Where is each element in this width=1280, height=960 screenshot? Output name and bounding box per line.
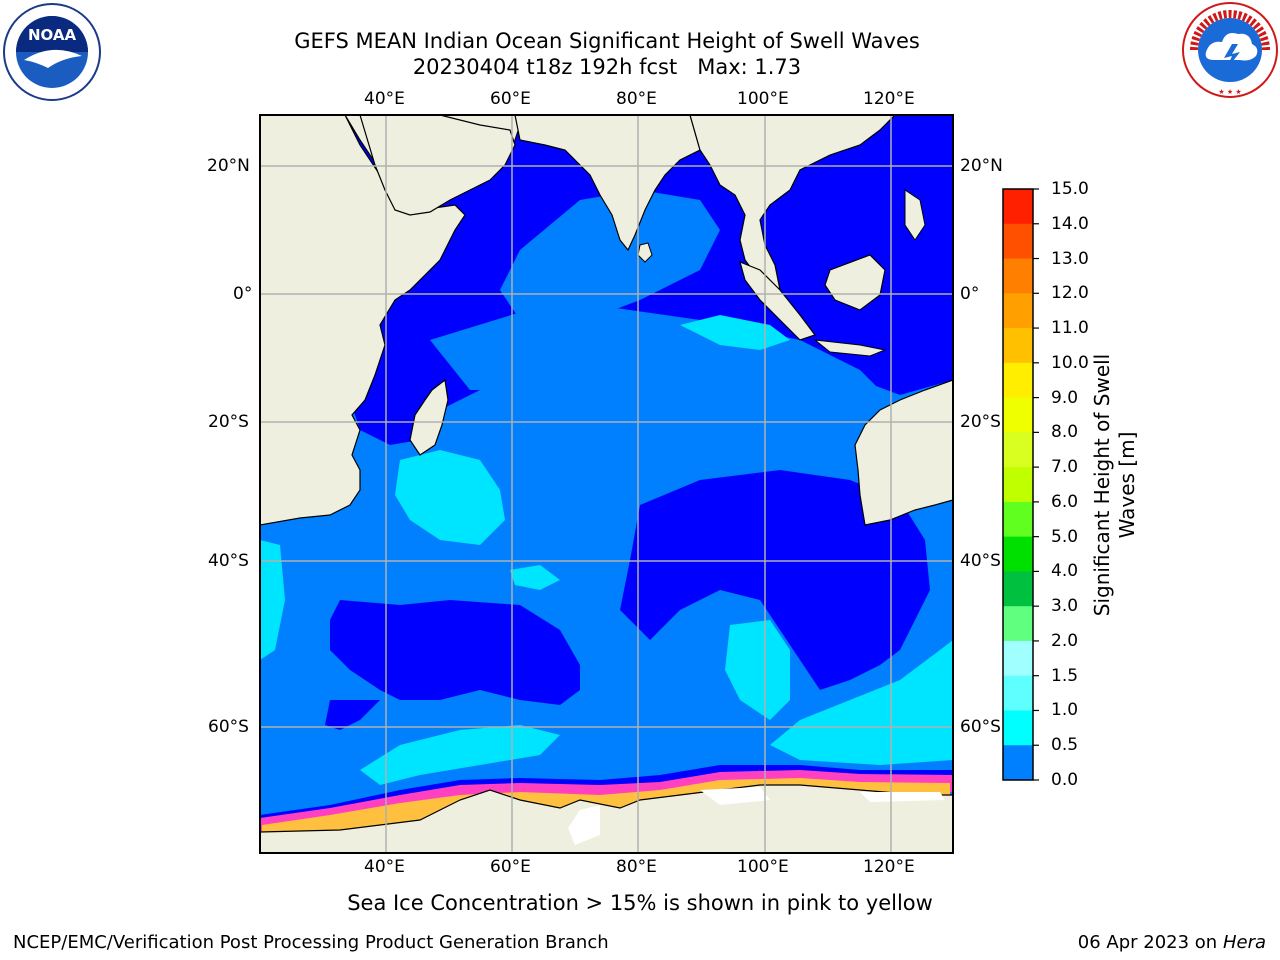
lat-label-right-20s: 20°S: [960, 412, 1001, 432]
colorbar-tick-label: 5.0: [1051, 526, 1079, 547]
lat-label-right-40s: 40°S: [960, 551, 1001, 571]
swell-zone-mid-arabian: [500, 190, 720, 330]
swell-zone-high-southeast: [770, 640, 953, 765]
colorbar-segment: [1003, 189, 1033, 225]
lat-label-left-60s: 60°S: [208, 717, 249, 737]
colorbar-tick-label: 6.0: [1051, 491, 1079, 512]
colorbar-segment: [1003, 675, 1033, 711]
colorbar-tick-label: 10.0: [1051, 352, 1089, 373]
sea-ice-note: Sea Ice Concentration > 15% is shown in …: [347, 891, 933, 915]
lon-label-bottom-60e: 60°E: [490, 857, 531, 877]
colorbar-segment: [1003, 293, 1033, 329]
colorbar-tick-label: 0.5: [1051, 735, 1079, 756]
colorbar-tick-label: 11.0: [1051, 318, 1089, 339]
lat-label-left-0: 0°: [233, 284, 253, 304]
swell-zone-high-southwest: [360, 725, 560, 785]
lon-label-top-40e: 40°E: [364, 89, 405, 109]
colorbar-tick-label: 14.0: [1051, 213, 1089, 234]
swell-zone-mid-equator: [430, 300, 880, 410]
colorbar-segment: [1003, 536, 1033, 572]
colorbar-tick-label: 8.0: [1051, 422, 1079, 443]
lon-label-bottom-40e: 40°E: [364, 857, 405, 877]
lat-label-left-40s: 40°S: [208, 551, 249, 571]
colorbar-tick-label: 12.0: [1051, 283, 1089, 304]
lat-label-right-0: 0°: [960, 284, 980, 304]
colorbar-tick-label: 4.0: [1051, 561, 1079, 582]
footer-credit: NCEP/EMC/Verification Post Processing Pr…: [13, 932, 609, 953]
land-sumatra: [739, 260, 816, 341]
colorbar-tick-label: 3.0: [1051, 596, 1079, 617]
land-se-asia: [689, 115, 896, 292]
footer-machine: Hera: [1222, 932, 1266, 953]
colorbar-title-line1: Significant Height of Swell: [1090, 353, 1114, 617]
colorbar-segment: [1003, 710, 1033, 746]
ice-shelf-1: [568, 805, 600, 845]
swell-zone-low-south-west: [330, 600, 580, 705]
colorbar-segment: [1003, 606, 1033, 642]
lon-label-top-60e: 60°E: [490, 89, 531, 109]
svg-text:★ ★ ★: ★ ★ ★: [1218, 88, 1241, 96]
colorbar-segment: [1003, 362, 1033, 399]
lon-label-top-80e: 80°E: [616, 89, 657, 109]
lat-label-right-20n: 20°N: [960, 156, 1003, 176]
noaa-logo: NOAA: [2, 2, 102, 102]
ice-shelf-2: [700, 787, 770, 805]
colorbar-segment: [1003, 501, 1033, 538]
lat-label-left-20s: 20°S: [208, 412, 249, 432]
colorbar-tick-label: 9.0: [1051, 387, 1079, 408]
noaa-logo-text: NOAA: [28, 26, 77, 44]
swell-zone-high-south-mid: [725, 620, 790, 720]
colorbar-segment: [1003, 571, 1033, 607]
footer-date-text: 06 Apr 2023 on: [1077, 932, 1223, 953]
colorbar-segment: [1003, 328, 1033, 364]
swell-zone-high-west-edge: [260, 540, 285, 660]
lon-label-top-100e: 100°E: [737, 89, 789, 109]
lon-label-top-120e: 120°E: [863, 89, 915, 109]
land-philippines: [904, 189, 926, 241]
colorbar-segment: [1003, 467, 1033, 503]
colorbar-tick-label: 0.0: [1051, 770, 1079, 790]
chart-title-line1: GEFS MEAN Indian Ocean Significant Heigh…: [294, 29, 920, 53]
swell-zone-high-mid-ocean: [510, 565, 560, 590]
colorbar-frame: [1002, 188, 1034, 781]
colorbar-segment: [1003, 397, 1033, 433]
colorbar-tick-label: 15.0: [1051, 179, 1089, 199]
colorbar-segment: [1003, 223, 1033, 260]
colorbar-segment: [1003, 745, 1033, 781]
colorbar-tick-label: 1.0: [1051, 700, 1079, 721]
land-borneo: [824, 254, 886, 311]
colorbar-segment: [1003, 432, 1033, 468]
colorbar-tick-label: 2.0: [1051, 630, 1079, 651]
swell-zone-low-sw-strip: [325, 700, 380, 730]
land-arabia: [359, 115, 516, 216]
colorbar-segment: [1003, 258, 1033, 294]
colorbar-tick-label: 7.0: [1051, 457, 1079, 478]
lat-label-left-20n: 20°N: [207, 156, 250, 176]
land-java: [813, 339, 887, 357]
lat-label-right-60s: 60°S: [960, 717, 1001, 737]
nws-logo: ★ ★ ★: [1180, 0, 1280, 100]
colorbar-tick-label: 13.0: [1051, 248, 1089, 269]
land-australia: [854, 379, 953, 526]
land-india: [514, 115, 701, 252]
colorbar-tick-label: 1.5: [1051, 665, 1079, 686]
ice-shelf-3: [860, 792, 945, 802]
land-antarctica: [260, 784, 953, 853]
footer-date: 06 Apr 2023 on Hera: [1078, 932, 1266, 953]
lon-label-bottom-80e: 80°E: [616, 857, 657, 877]
lon-label-bottom-120e: 120°E: [863, 857, 915, 877]
swell-zone-high-equator: [680, 315, 790, 350]
colorbar-title-line2: Waves [m]: [1115, 431, 1139, 539]
map-area: [260, 115, 953, 853]
lon-label-bottom-100e: 100°E: [737, 857, 789, 877]
land-madagascar: [409, 378, 449, 456]
graticule: [260, 115, 953, 853]
colorbar-segment: [1003, 640, 1033, 677]
colorbar: [1002, 188, 1039, 781]
swell-zone-low-south-east: [620, 470, 930, 690]
swell-zone-high-madagascar-south: [395, 450, 505, 545]
map-frame: [259, 114, 954, 854]
chart-title-line2: 20230404 t18z 192h fcst Max: 1.73: [412, 55, 802, 79]
